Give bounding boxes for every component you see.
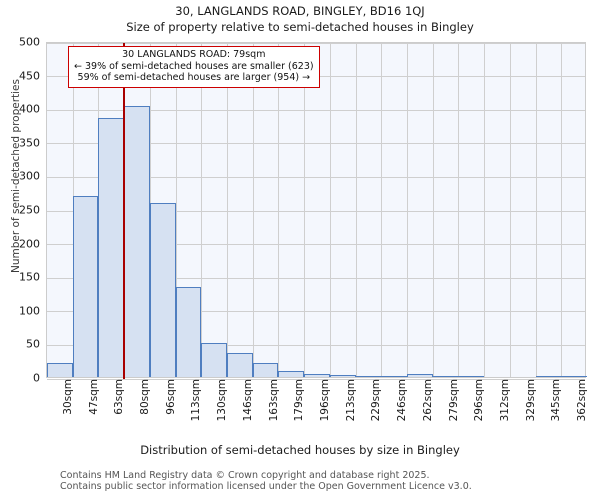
gridline-horizontal: [47, 344, 585, 346]
x-axis-tick-label: 312sqm: [499, 379, 511, 422]
y-axis-tick-label: 300: [19, 169, 40, 183]
y-axis-tick-label: 200: [19, 237, 40, 251]
y-axis-tick-label: 500: [19, 35, 40, 49]
y-axis-tick-label: 50: [26, 337, 40, 351]
x-axis-tick-label: 213sqm: [344, 379, 357, 422]
gridline-vertical: [535, 43, 537, 377]
property-annotation-box: 30 LANGLANDS ROAD: 79sqm ← 39% of semi-d…: [68, 46, 320, 88]
histogram-bar: [355, 376, 382, 377]
annotation-line-smaller: ← 39% of semi-detached houses are smalle…: [74, 60, 314, 72]
gridline-horizontal: [47, 244, 585, 246]
gridline-vertical: [227, 43, 228, 377]
histogram-bar: [72, 195, 99, 377]
histogram-bar: [227, 352, 253, 377]
x-axis-tick-label: 296sqm: [473, 379, 486, 422]
gridline-horizontal: [47, 311, 585, 313]
gridline-vertical: [252, 43, 254, 377]
gridline-horizontal: [47, 143, 585, 145]
gridline-horizontal: [47, 109, 585, 111]
gridline-vertical: [407, 43, 408, 377]
x-axis-tick-label: 130sqm: [216, 379, 229, 422]
gridline-vertical: [484, 43, 486, 377]
y-axis-tick-label: 350: [19, 136, 40, 150]
gridline-vertical: [329, 43, 331, 377]
histogram-bar: [432, 376, 459, 377]
gridline-horizontal: [47, 277, 585, 279]
x-axis-tick-label: 146sqm: [241, 379, 254, 422]
x-axis-tick-label: 345sqm: [550, 379, 563, 422]
property-size-marker-line: [123, 43, 126, 379]
annotation-line-title: 30 LANGLANDS ROAD: 79sqm: [122, 49, 266, 60]
x-axis-tick-label: 179sqm: [293, 379, 306, 422]
histogram-bar: [124, 105, 150, 377]
x-axis-tick-label: 246sqm: [396, 379, 409, 422]
y-axis-tick-label: 400: [19, 102, 40, 116]
histogram-bar: [458, 376, 485, 377]
y-axis-tick-label: 100: [19, 304, 40, 318]
histogram-bar: [278, 370, 305, 377]
gridline-vertical: [381, 43, 383, 377]
gridline-vertical: [304, 43, 306, 377]
histogram-bar: [47, 362, 73, 377]
gridline-vertical: [278, 43, 280, 377]
plot-inner: [47, 42, 587, 380]
x-axis-tick-label: 329sqm: [524, 379, 537, 422]
footer-attribution: Contains HM Land Registry data © Crown c…: [60, 470, 580, 492]
x-axis-label: Distribution of semi-detached houses by …: [140, 443, 460, 457]
histogram-bar: [329, 374, 356, 377]
x-axis-tick-label: 262sqm: [421, 379, 434, 422]
histogram-bar: [407, 373, 433, 377]
x-axis-tick-label: 30sqm: [61, 379, 74, 415]
x-axis-tick-label: 163sqm: [267, 379, 280, 422]
gridline-vertical: [458, 43, 460, 377]
gridline-vertical: [432, 43, 434, 377]
footer-line-2: Contains public sector information licen…: [60, 481, 472, 492]
histogram-bar: [175, 286, 202, 377]
footer-line-1: Contains HM Land Registry data © Crown c…: [60, 470, 430, 481]
x-axis-tick-label: 113sqm: [190, 379, 203, 422]
x-axis-ticks: 30sqm 47sqm 63sqm 80sqm 96sqm 113sqm 130sqm 146…: [46, 379, 589, 439]
histogram-bar: [304, 373, 330, 377]
histogram-bar: [535, 376, 562, 377]
gridline-horizontal: [47, 378, 585, 380]
histogram-bar: [149, 202, 176, 377]
y-axis-ticks: 0 50 100 150 200 250 300 350 400 450 500: [19, 37, 586, 384]
x-axis-tick-label: 63sqm: [113, 379, 126, 415]
x-axis-tick-label: 80sqm: [139, 379, 151, 415]
x-axis-tick-label: 229sqm: [370, 379, 383, 422]
y-axis-tick-label: 450: [19, 69, 40, 83]
gridline-vertical: [509, 43, 511, 377]
x-axis-tick-label: 96sqm: [164, 379, 177, 415]
gridline-horizontal: [47, 176, 585, 178]
y-axis-label: Number of semi-detached properties: [10, 79, 22, 273]
page-title: 30, LANGLANDS ROAD, BINGLEY, BD16 1QJ: [175, 4, 425, 18]
y-axis-tick-label: 150: [19, 270, 40, 284]
gridline-horizontal: [47, 210, 585, 212]
histogram-bar: [252, 362, 279, 377]
y-axis-tick-label: 0: [33, 371, 40, 385]
chart-title-block: 30, LANGLANDS ROAD, BINGLEY, BD16 1QJ Si…: [0, 3, 600, 35]
gridline-vertical: [175, 43, 177, 377]
x-axis-tick-label: 47sqm: [87, 379, 100, 415]
gridline-horizontal: [47, 42, 585, 44]
plot-area: [46, 42, 587, 380]
gridline-vertical: [355, 43, 357, 377]
histogram-bar: [381, 376, 407, 377]
histogram-bar: [561, 376, 587, 377]
x-axis-tick-label: 196sqm: [319, 379, 331, 422]
gridline-vertical: [201, 43, 203, 377]
x-axis-tick-label: 279sqm: [447, 379, 460, 422]
chart-subtitle: Size of property relative to semi-detach…: [126, 20, 474, 34]
y-axis-tick-label: 250: [19, 203, 40, 217]
histogram-bar: [201, 343, 227, 377]
annotation-line-larger: 59% of semi-detached houses are larger (…: [77, 72, 311, 83]
x-axis-tick-label: 362sqm: [576, 379, 589, 422]
gridline-vertical: [561, 43, 563, 377]
